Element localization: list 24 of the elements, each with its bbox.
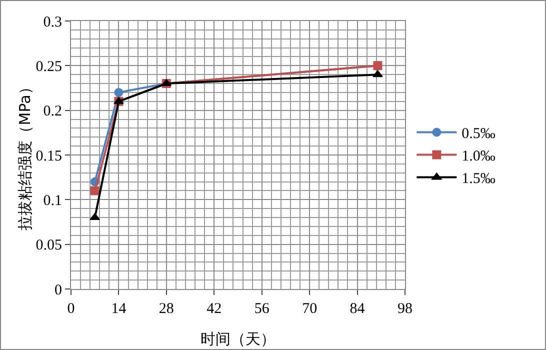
point <box>90 213 100 220</box>
x-tick-label: 14 <box>111 301 127 317</box>
y-tick-label: 0.1 <box>43 192 62 209</box>
point <box>114 88 124 97</box>
y-tick-label: 0.15 <box>36 148 62 164</box>
x-tick-label: 70 <box>302 301 318 317</box>
y-axis-title: 拉拔粘结强度（MPa） <box>16 80 34 230</box>
y-tick-label: 0.2 <box>43 104 62 120</box>
legend-label: 0.5‰ <box>462 126 496 142</box>
y-tick-label: 0.05 <box>36 238 62 254</box>
y-tick-label: 0 <box>54 282 62 298</box>
legend-label: 1.0‰ <box>462 148 496 165</box>
x-axis-title: 时间（天） <box>200 330 276 348</box>
x-tick-label: 0 <box>67 301 75 317</box>
x-tick-label: 28 <box>158 301 174 317</box>
legend-label: 1.5‰ <box>462 171 496 188</box>
x-tick-label: 56 <box>254 301 270 317</box>
point <box>372 70 383 78</box>
x-tick-label: 42 <box>206 301 222 317</box>
x-tick-label: 84 <box>350 301 366 317</box>
y-tick-label: 0.25 <box>36 58 62 75</box>
y-tick-label: 0.3 <box>43 14 62 30</box>
point <box>90 186 100 196</box>
x-tick-label: 98 <box>398 301 412 317</box>
